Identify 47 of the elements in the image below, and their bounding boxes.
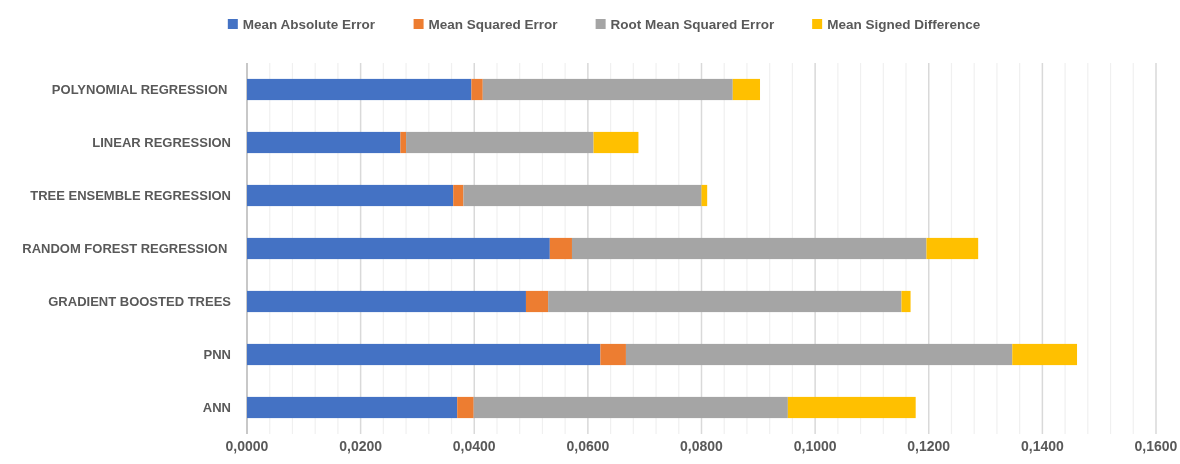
y-tick-label: POLYNOMIAL REGRESSION: [51, 82, 231, 98]
bar: [247, 184, 454, 207]
bar: [247, 290, 526, 313]
x-tick-label: 0,1000: [793, 438, 837, 454]
bar: [625, 343, 1013, 366]
bar: [732, 78, 761, 101]
bar: [247, 343, 601, 366]
x-tick-label: 0,0600: [566, 438, 610, 454]
x-tick-label: 0,1400: [1020, 438, 1064, 454]
y-tick-label: ANN: [202, 400, 231, 416]
x-tick-label: 0,0200: [339, 438, 383, 454]
bar: [1012, 343, 1078, 366]
bar: [247, 396, 458, 419]
bar: [247, 237, 550, 260]
y-tick-label: LINEAR REGRESSION: [92, 135, 231, 151]
bar: [482, 78, 733, 101]
legend-label: Root Mean Squared Error: [610, 16, 775, 32]
bar: [247, 131, 401, 154]
x-tick-label: 0,0400: [452, 438, 496, 454]
bar: [453, 184, 464, 207]
bar: [471, 78, 483, 101]
bar: [525, 290, 549, 313]
bar: [400, 131, 407, 154]
legend-label: Mean Squared Error: [428, 16, 559, 32]
x-tick-label: 0,0000: [225, 438, 269, 454]
x-tick-label: 0,1600: [1134, 438, 1178, 454]
y-tick-label: RANDOM FOREST REGRESSION: [22, 241, 231, 257]
legend-label: Mean Absolute Error: [242, 16, 376, 32]
bar: [473, 396, 788, 419]
x-tick-label: 0,1200: [907, 438, 951, 454]
bar: [247, 78, 472, 101]
y-tick-label: PNN: [203, 347, 231, 363]
y-tick-label: TREE ENSEMBLE REGRESSION: [30, 188, 231, 204]
bar: [600, 343, 626, 366]
bar: [571, 237, 927, 260]
bar: [406, 131, 594, 154]
x-tick-label: 0,0800: [680, 438, 724, 454]
bar: [593, 131, 639, 154]
bar: [901, 290, 911, 313]
legend-label: Mean Signed Difference: [827, 16, 981, 32]
bar: [549, 237, 572, 260]
bar: [463, 184, 702, 207]
bar: [787, 396, 916, 419]
y-tick-label: GRADIENT BOOSTED TREES: [48, 294, 232, 310]
bar: [548, 290, 902, 313]
bar: [926, 237, 979, 260]
bar: [457, 396, 474, 419]
